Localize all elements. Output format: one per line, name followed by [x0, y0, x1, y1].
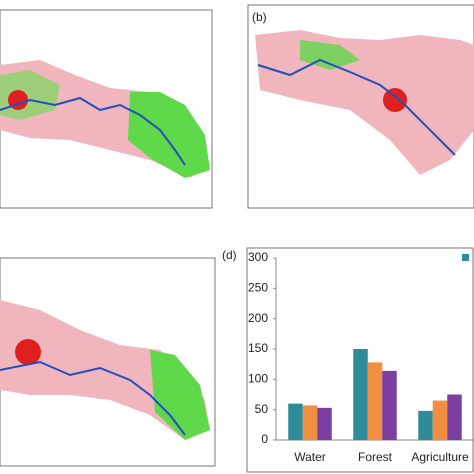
- map-frame: [0, 257, 216, 467]
- x-tick-label: Water: [294, 450, 326, 464]
- bar: [432, 400, 448, 440]
- bar: [353, 349, 368, 440]
- map-region: [150, 350, 210, 440]
- panel-label: (d): [222, 248, 237, 262]
- chart-frame: [246, 247, 474, 473]
- bar: [367, 362, 383, 440]
- panel-label: (b): [252, 10, 267, 24]
- y-tick-label: 250: [248, 281, 268, 295]
- bar: [302, 405, 318, 440]
- map-river: [257, 58, 456, 156]
- map-c: [0, 257, 216, 467]
- bar-chart: 0 50 100 150 200 250 300 Water Forest Agriculture: [248, 250, 474, 464]
- map-b: (b): [247, 4, 474, 209]
- y-tick-label: 100: [248, 372, 268, 386]
- map-a: [0, 9, 213, 209]
- map-region: [128, 92, 210, 178]
- y-tick-label: 50: [255, 402, 269, 416]
- map-frame: [247, 4, 474, 209]
- map-river: [0, 96, 186, 166]
- x-tick-label: Agriculture: [411, 450, 469, 464]
- y-tick-label: 0: [261, 432, 268, 446]
- y-tick-label: 150: [248, 341, 268, 355]
- x-tick-label: Forest: [358, 450, 393, 464]
- bar: [382, 370, 397, 440]
- map-region: [255, 30, 474, 175]
- map-urban: [15, 339, 41, 365]
- map-frame: [0, 9, 213, 209]
- bar: [418, 410, 433, 440]
- bar: [288, 403, 303, 440]
- map-river: [0, 360, 186, 436]
- map-urban: [383, 88, 407, 112]
- bar: [447, 394, 462, 440]
- y-tick-label: 300: [248, 250, 268, 264]
- y-tick-label: 200: [248, 311, 268, 325]
- bar: [317, 407, 332, 440]
- legend-swatch: [462, 254, 469, 261]
